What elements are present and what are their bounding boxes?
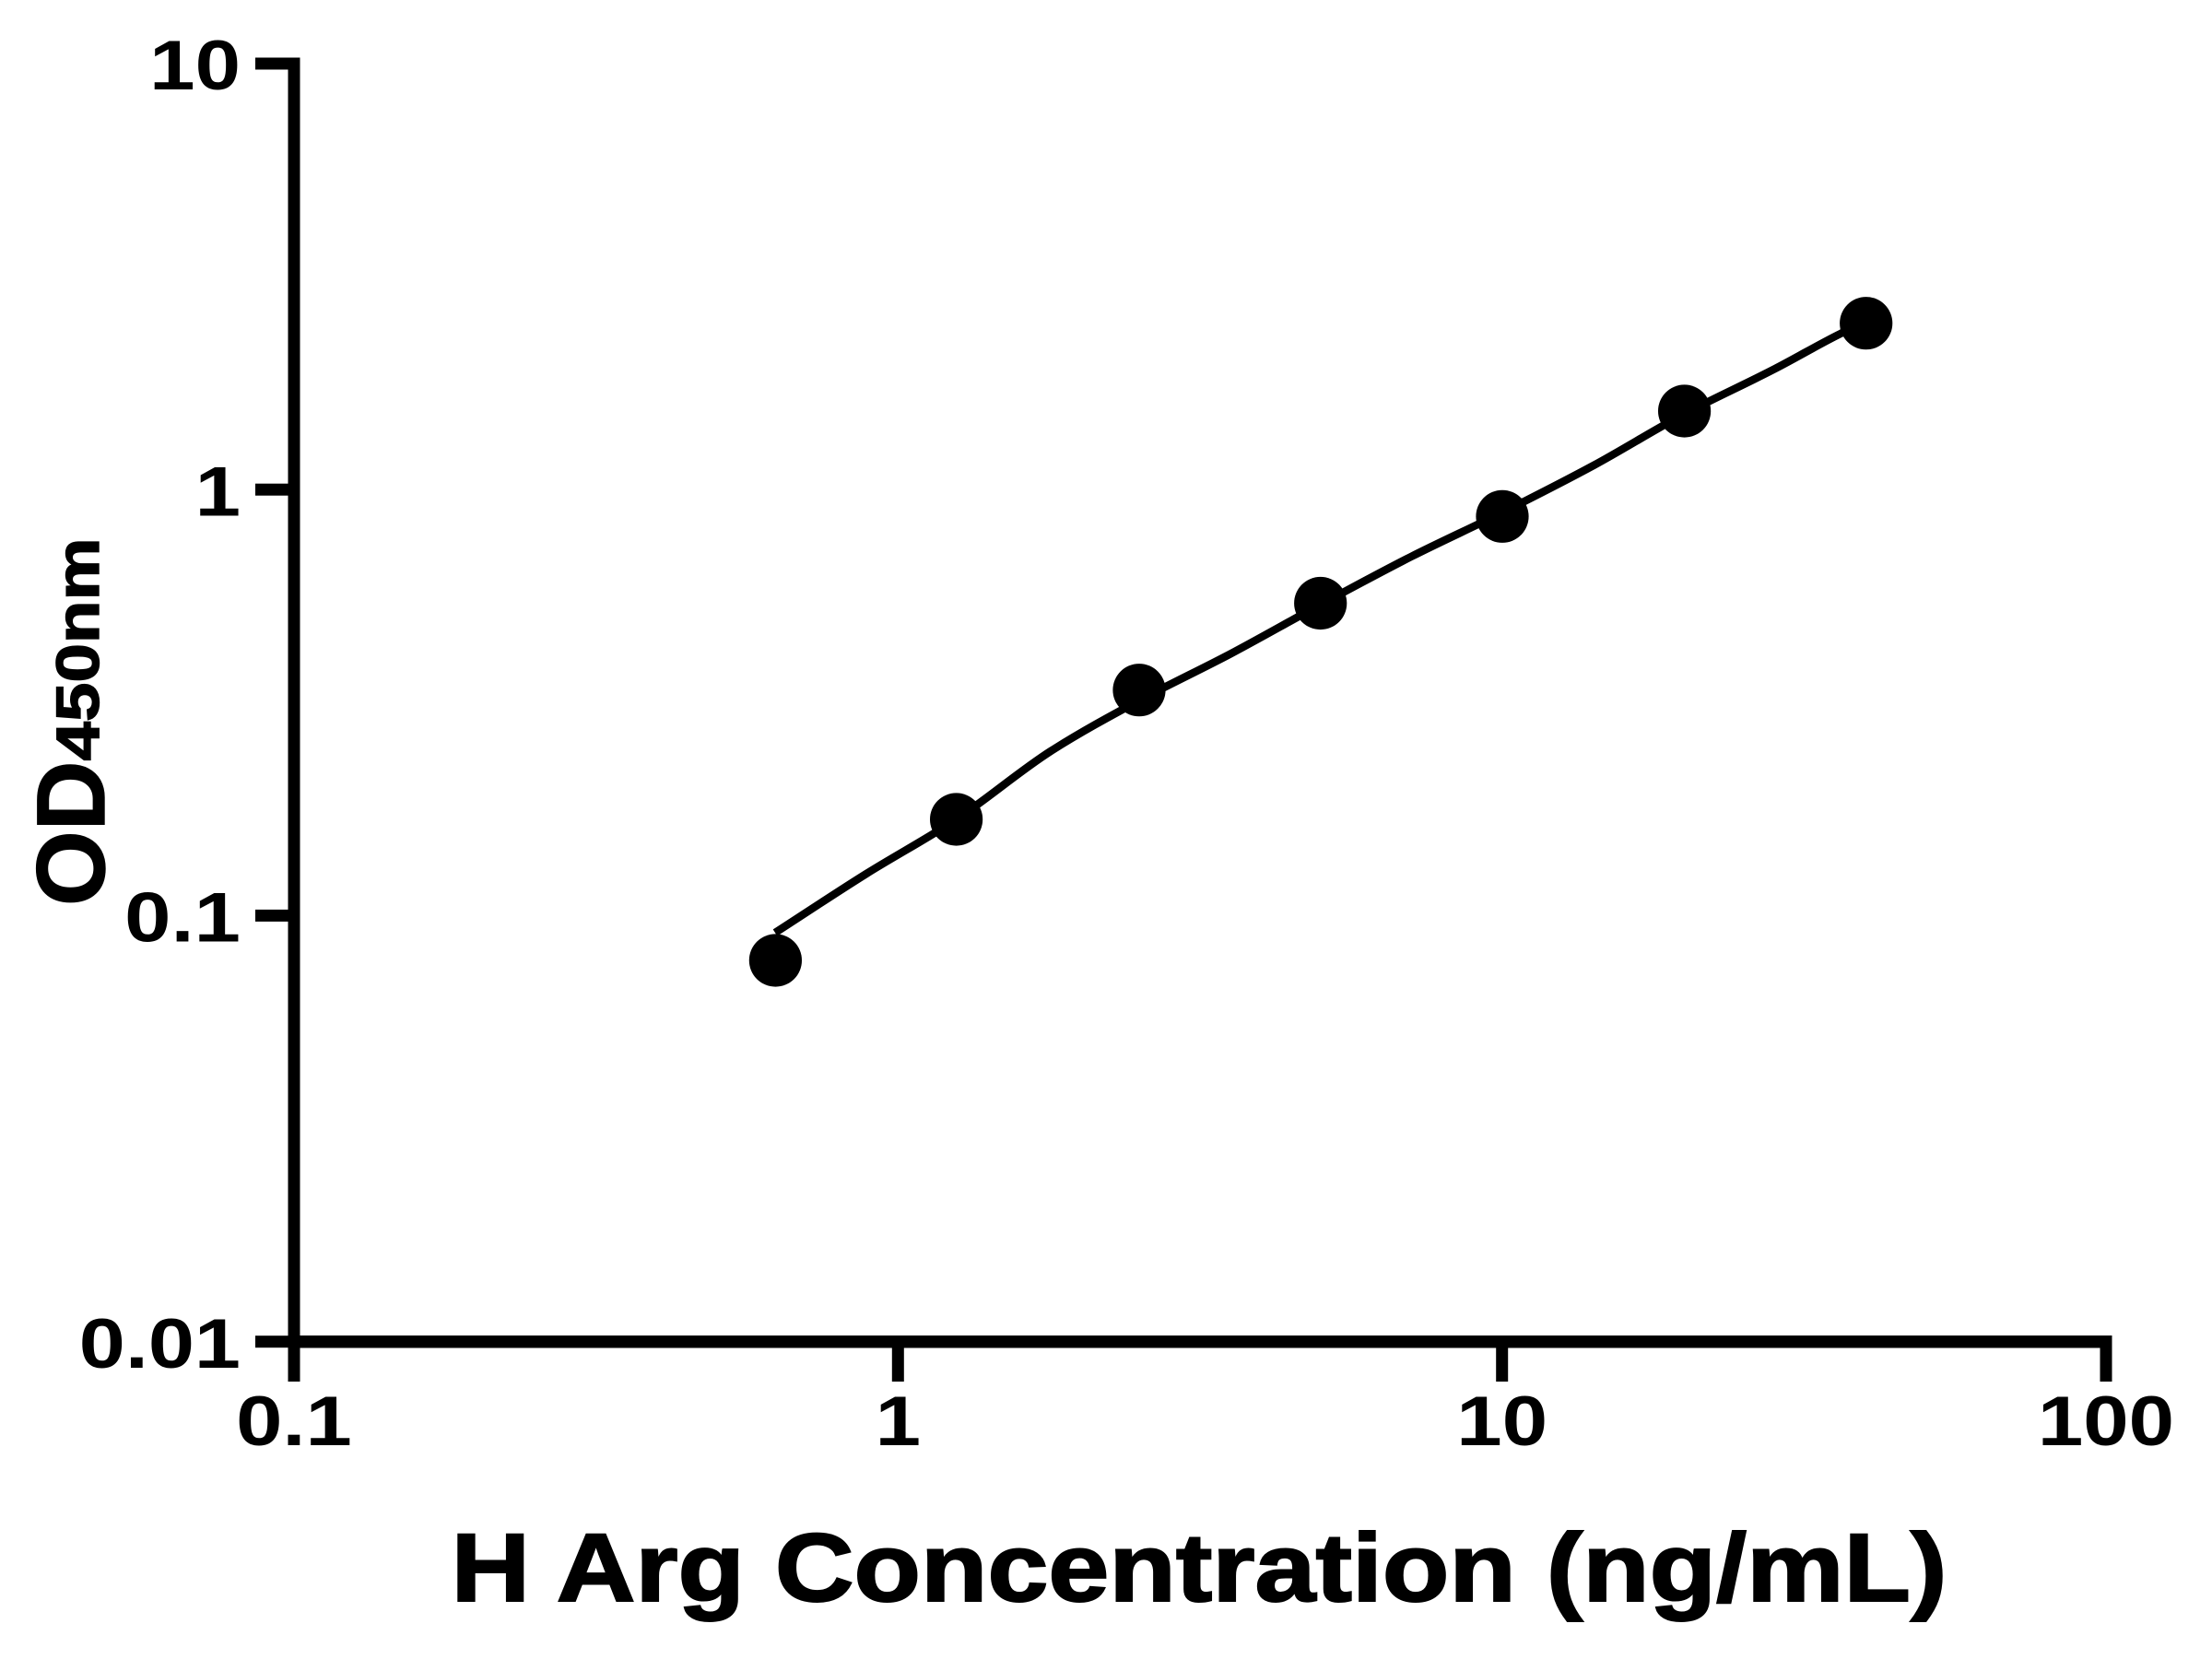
svg-text:10: 10 bbox=[149, 27, 241, 105]
svg-text:0.1: 0.1 bbox=[236, 1382, 352, 1461]
svg-text:1: 1 bbox=[195, 453, 241, 531]
svg-text:10: 10 bbox=[1456, 1382, 1547, 1461]
svg-text:OD450nm: OD450nm bbox=[18, 538, 125, 907]
svg-text:0.01: 0.01 bbox=[79, 1305, 241, 1383]
svg-text:H Arg Concentration (ng/mL): H Arg Concentration (ng/mL) bbox=[452, 1514, 1947, 1622]
svg-text:0.1: 0.1 bbox=[124, 879, 241, 958]
svg-text:1: 1 bbox=[876, 1382, 921, 1461]
svg-text:100: 100 bbox=[2038, 1382, 2174, 1461]
